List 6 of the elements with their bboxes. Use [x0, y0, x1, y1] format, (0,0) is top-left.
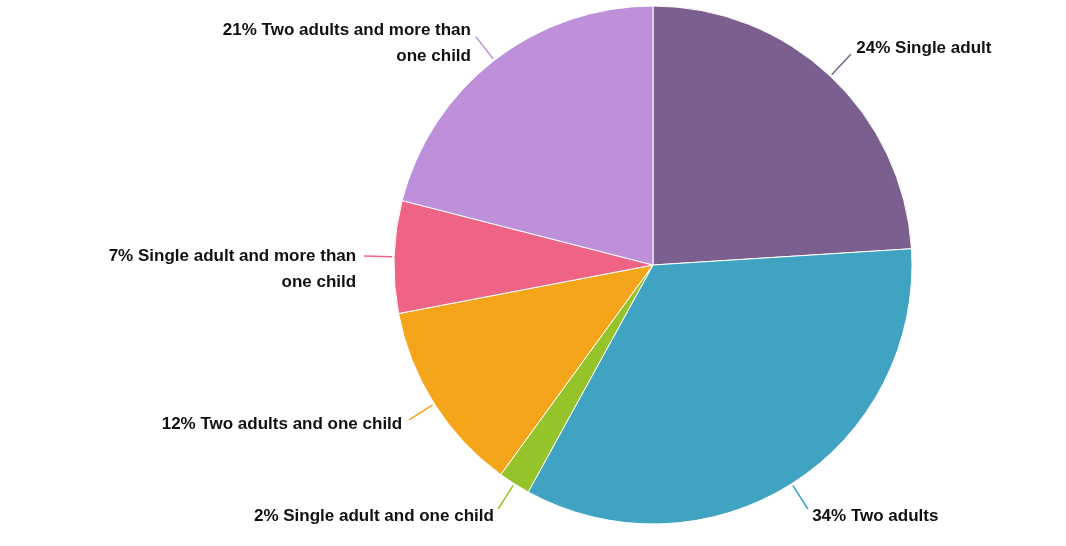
slice-label: 21% Two adults and more than one child	[222, 20, 471, 66]
slice-label: 12% Two adults and one child	[161, 414, 403, 434]
slice-label: 34% Two adults	[812, 505, 939, 525]
slice-label: 7% Single adult and more than one child	[108, 245, 357, 291]
slice-label: 2% Single adult and one child	[253, 505, 494, 525]
slice-label: 24% Single adult	[856, 38, 992, 58]
